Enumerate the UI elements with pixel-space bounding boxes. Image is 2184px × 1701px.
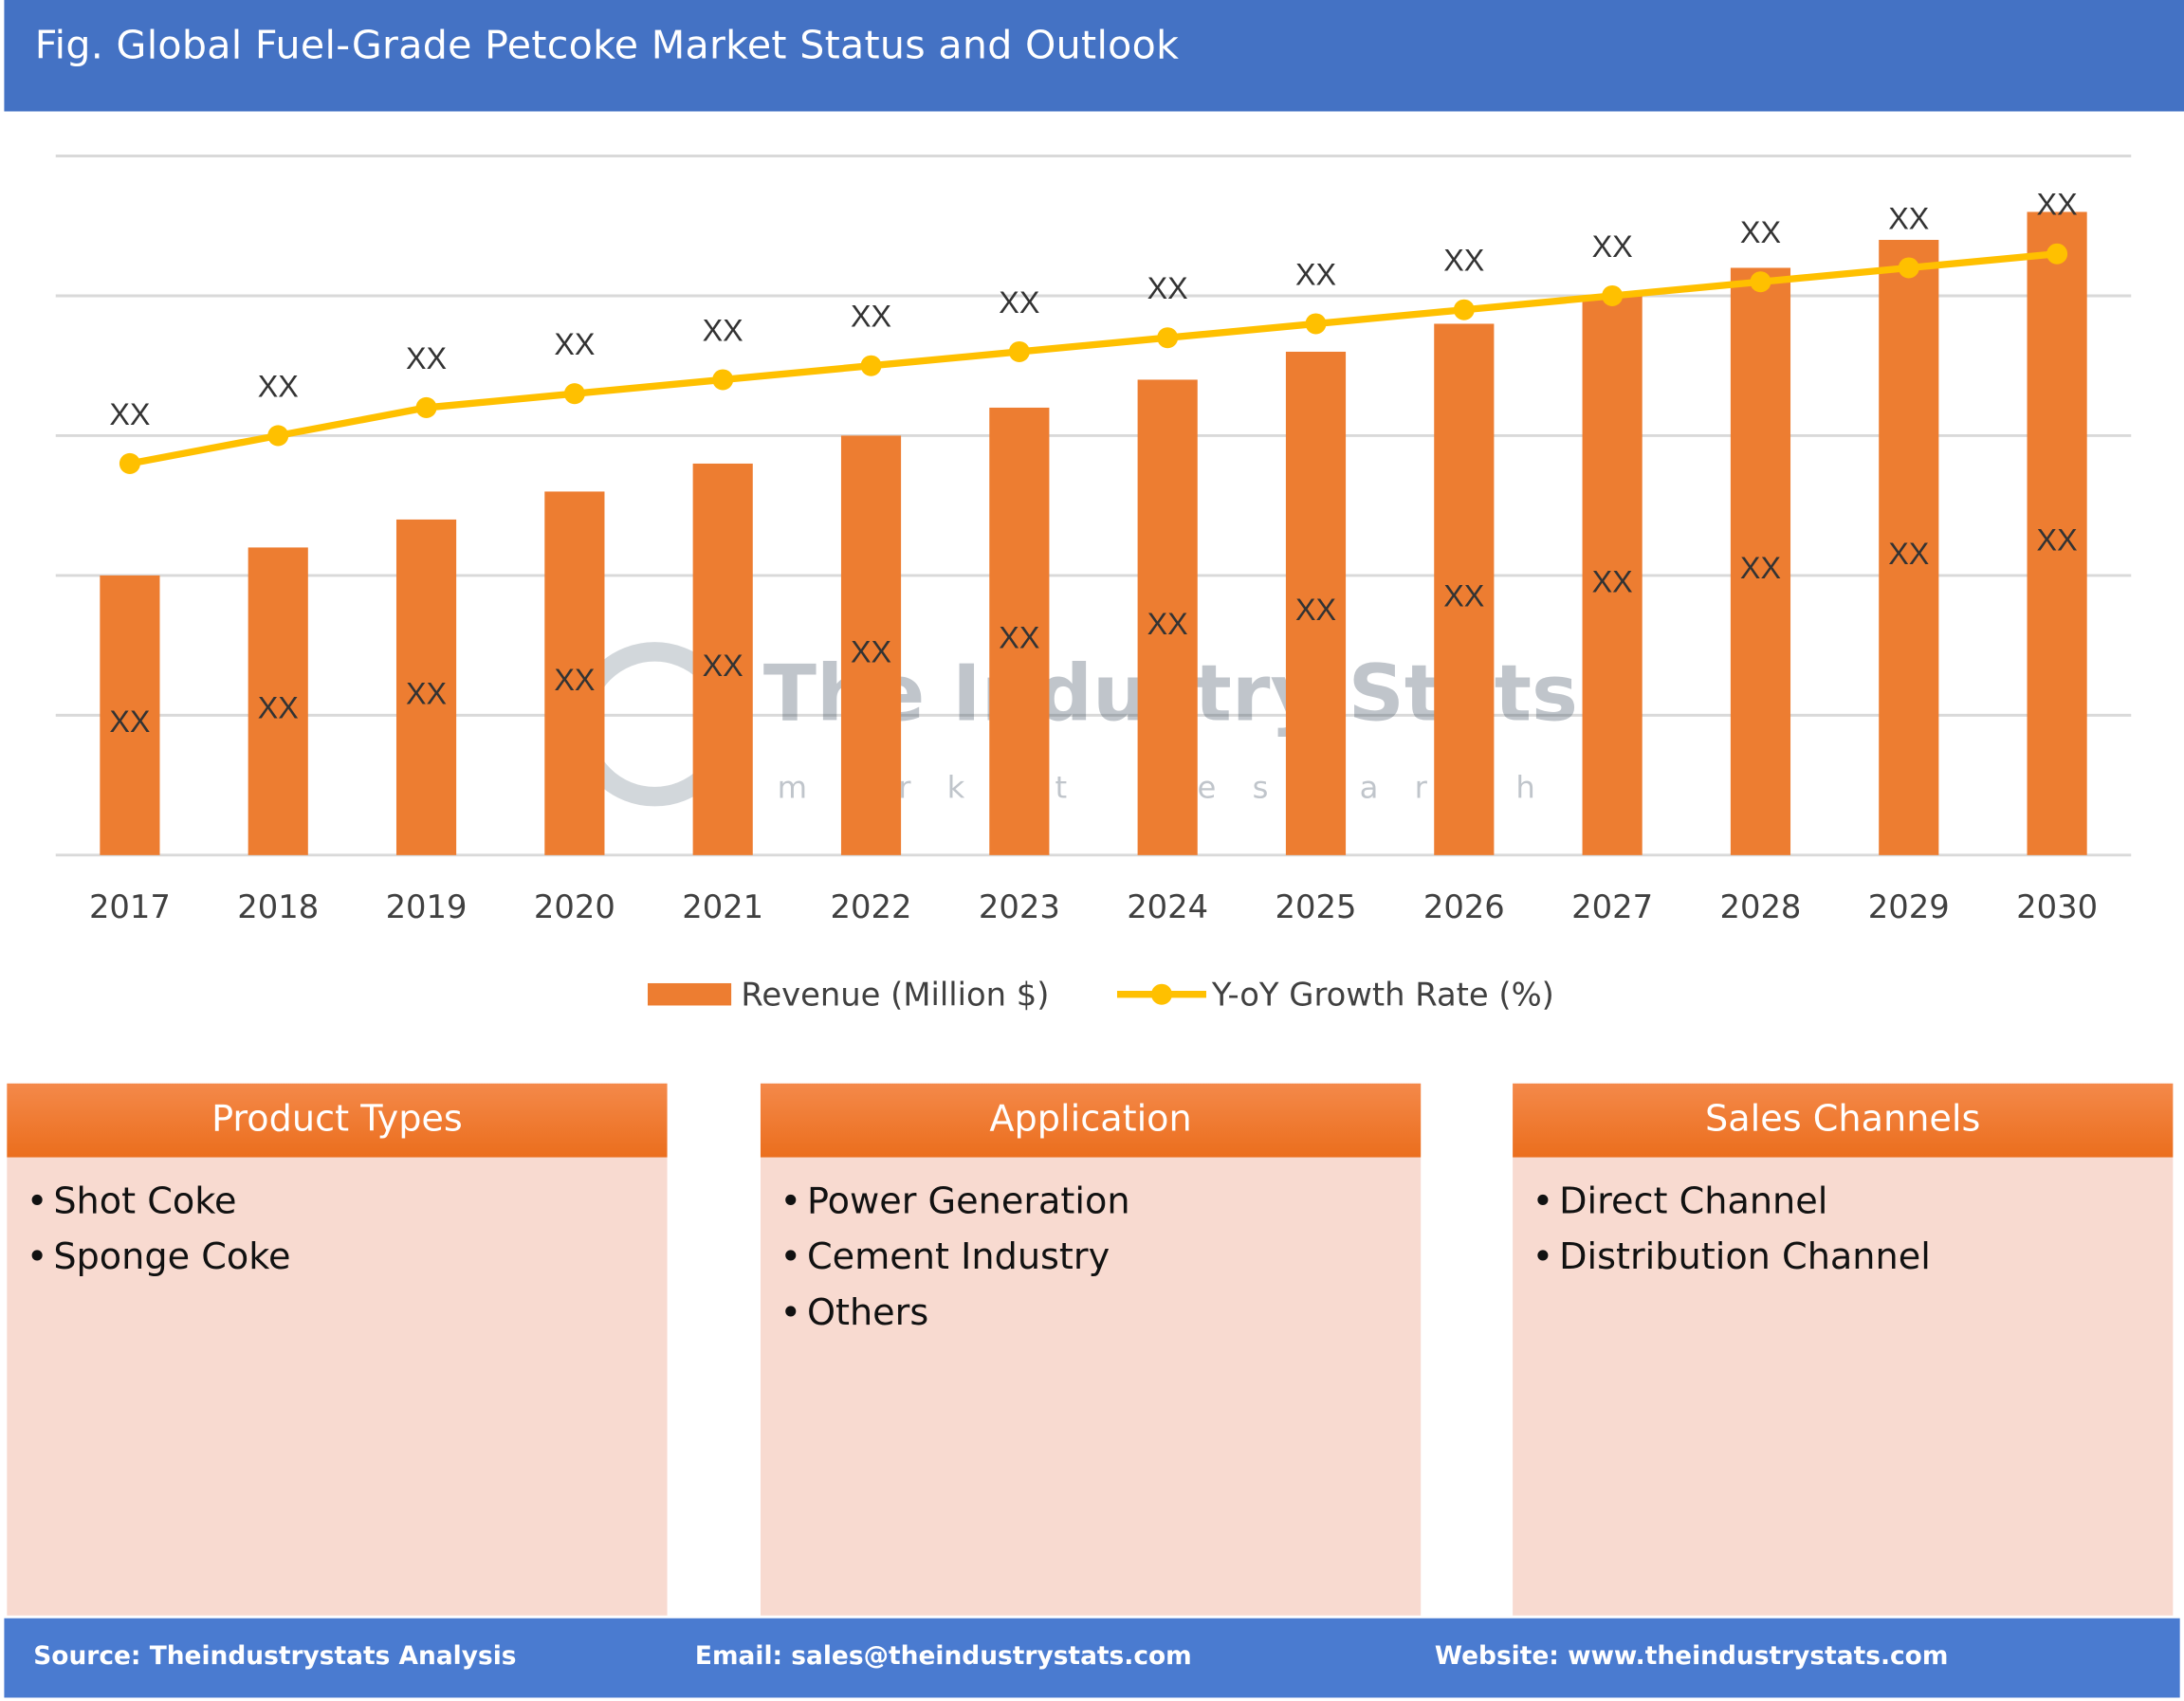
bar-data-label: XX xyxy=(703,649,743,683)
x-tick-label: 2029 xyxy=(1868,888,1950,925)
line-point xyxy=(1898,257,1919,279)
x-tick-label: 2021 xyxy=(682,888,763,925)
x-tick-label: 2028 xyxy=(1719,888,1801,925)
line-data-label: XX xyxy=(1888,201,1929,235)
line-data-label: XX xyxy=(1740,215,1781,249)
bar-revenue xyxy=(989,407,1050,855)
line-data-label: XX xyxy=(851,300,891,334)
website-link[interactable]: Website: www.theindustrystats.com xyxy=(1434,1641,1949,1672)
line-point xyxy=(2046,243,2068,265)
chart: The Industry Statsmarket researchXX2017X… xyxy=(55,155,2132,1013)
line-point xyxy=(712,369,734,391)
bar-revenue xyxy=(544,491,605,855)
bar-data-label: XX xyxy=(406,677,447,711)
footer: Source: Theindustrystats Analysis Email:… xyxy=(4,1618,2180,1698)
legend-label-revenue: Revenue (Million $) xyxy=(741,976,1049,1013)
list-item: Distribution Channel xyxy=(1532,1230,2174,1286)
bar-revenue xyxy=(1730,267,1791,855)
bar-revenue xyxy=(395,519,457,855)
title-bar: Fig. Global Fuel-Grade Petcoke Market St… xyxy=(4,0,2184,112)
x-tick-label: 2022 xyxy=(831,888,912,925)
list-item: Others xyxy=(780,1286,1422,1342)
bar-data-label: XX xyxy=(999,621,1039,655)
bar-data-label: XX xyxy=(1740,551,1781,585)
x-tick-label: 2020 xyxy=(534,888,615,925)
panel-application: Application Power Generation Cement Indu… xyxy=(760,1083,1422,1616)
x-tick-label: 2023 xyxy=(979,888,1060,925)
x-tick-label: 2019 xyxy=(386,888,468,925)
line-data-label: XX xyxy=(109,397,150,431)
line-point xyxy=(563,383,585,405)
bar-data-label: XX xyxy=(1147,607,1188,641)
line-data-label: XX xyxy=(2037,188,2078,222)
panel-title: Sales Channels xyxy=(1513,1083,2174,1158)
page-title: Fig. Global Fuel-Grade Petcoke Market St… xyxy=(34,22,1180,68)
bar-data-label: XX xyxy=(258,690,299,724)
panel-product-types: Product Types Shot Coke Sponge Coke xyxy=(7,1083,668,1616)
bar-revenue xyxy=(1137,379,1198,855)
bar-data-label: XX xyxy=(109,704,150,739)
line-point xyxy=(1157,327,1179,349)
line-point xyxy=(1750,271,1771,293)
x-tick-label: 2025 xyxy=(1276,888,1357,925)
list-item: Power Generation xyxy=(780,1174,1422,1230)
bar-revenue xyxy=(1582,295,1643,855)
x-tick-label: 2030 xyxy=(2016,888,2098,925)
bar-revenue xyxy=(100,575,160,855)
list-item: Sponge Coke xyxy=(27,1230,668,1286)
email-link[interactable]: Email: sales@theindustrystats.com xyxy=(694,1641,1192,1672)
list-item: Cement Industry xyxy=(780,1230,1422,1286)
legend-label-growth: Y-oY Growth Rate (%) xyxy=(1211,976,1554,1013)
line-data-label: XX xyxy=(703,313,743,347)
bar-data-label: XX xyxy=(2037,522,2078,557)
x-tick-label: 2018 xyxy=(237,888,319,925)
line-point xyxy=(860,355,882,376)
line-data-label: XX xyxy=(999,285,1039,320)
line-data-label: XX xyxy=(1443,244,1484,278)
bar-data-label: XX xyxy=(851,634,891,668)
line-data-label: XX xyxy=(1295,257,1336,291)
bar-data-label: XX xyxy=(1295,593,1336,627)
x-tick-label: 2026 xyxy=(1423,888,1505,925)
bar-revenue xyxy=(248,547,308,855)
legend-swatch-growth-marker xyxy=(1150,983,1172,1005)
line-data-label: XX xyxy=(1592,229,1633,264)
source-text: Source: Theindustrystats Analysis xyxy=(33,1641,517,1672)
line-data-label: XX xyxy=(258,369,299,403)
line-point xyxy=(1305,313,1327,335)
bar-revenue xyxy=(840,435,902,855)
bar-revenue xyxy=(692,463,753,855)
bar-revenue xyxy=(2027,211,2087,855)
panel-title: Product Types xyxy=(7,1083,668,1158)
x-tick-label: 2024 xyxy=(1127,888,1208,925)
bar-data-label: XX xyxy=(1443,578,1484,613)
bar-data-label: XX xyxy=(1592,565,1633,599)
line-point xyxy=(1602,284,1624,306)
line-growth-rate xyxy=(129,250,2058,467)
line-point xyxy=(415,396,437,418)
bar-revenue xyxy=(1285,351,1347,855)
line-point xyxy=(1008,340,1030,362)
panel-sales-channels: Sales Channels Direct Channel Distributi… xyxy=(1513,1083,2174,1616)
panel-title: Application xyxy=(760,1083,1422,1158)
line-point xyxy=(267,425,289,447)
list-item: Shot Coke xyxy=(27,1174,668,1230)
line-data-label: XX xyxy=(1147,271,1188,305)
line-data-label: XX xyxy=(554,327,595,361)
line-point xyxy=(1453,299,1475,320)
x-tick-label: 2027 xyxy=(1571,888,1653,925)
x-tick-label: 2017 xyxy=(89,888,171,925)
bar-revenue xyxy=(1434,323,1495,855)
line-data-label: XX xyxy=(406,341,447,375)
legend-swatch-revenue xyxy=(647,982,732,1006)
line-point xyxy=(119,452,140,474)
list-item: Direct Channel xyxy=(1532,1174,2174,1230)
bar-data-label: XX xyxy=(1888,537,1929,571)
bar-revenue xyxy=(1879,239,1939,855)
bar-data-label: XX xyxy=(554,663,595,697)
